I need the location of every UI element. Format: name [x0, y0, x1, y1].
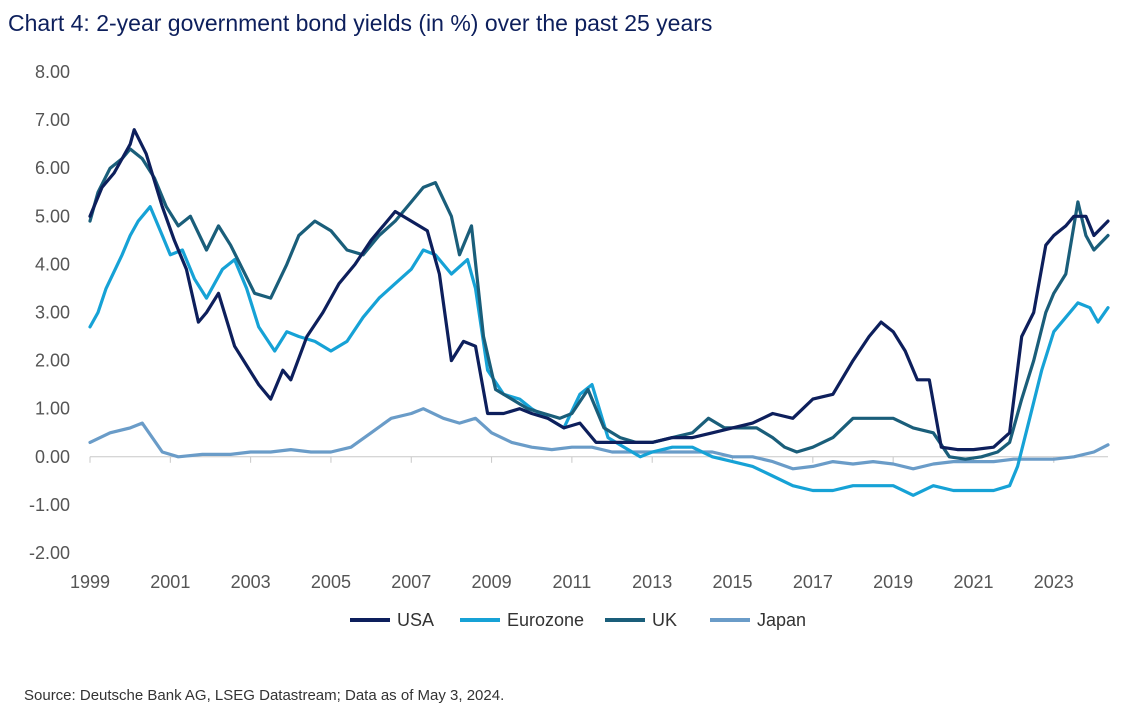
- x-tick-label: 2009: [472, 572, 512, 592]
- y-tick-label: 0.00: [35, 447, 70, 467]
- y-tick-label: -1.00: [29, 495, 70, 515]
- y-tick-label: 5.00: [35, 206, 70, 226]
- y-tick-label: 6.00: [35, 158, 70, 178]
- legend-label: Eurozone: [507, 610, 584, 630]
- x-tick-label: 2005: [311, 572, 351, 592]
- y-tick-label: 3.00: [35, 303, 70, 323]
- x-tick-label: 2021: [953, 572, 993, 592]
- series-line-uk: [88, 147, 1110, 461]
- legend-label: UK: [652, 610, 677, 630]
- legend-label: USA: [397, 610, 434, 630]
- x-tick-label: 1999: [70, 572, 110, 592]
- y-axis: 8.00 7.00 6.00 5.00 4.00 3.00 2.00 1.00 0.00 -1.0…: [29, 62, 70, 563]
- y-tick-label: 1.00: [35, 399, 70, 419]
- x-tick-label: 2001: [150, 572, 190, 592]
- x-tick-label: 2013: [632, 572, 672, 592]
- y-tick-label: 7.00: [35, 110, 70, 130]
- x-tick-label: 2011: [553, 572, 592, 592]
- series-layer: [88, 128, 1110, 497]
- y-tick-label: 8.00: [35, 62, 70, 82]
- x-axis: 1999 2001 2003 2005 2007 2009 2011 2013 2015 2017…: [70, 456, 1108, 592]
- x-tick-label: 2023: [1034, 572, 1074, 592]
- x-tick-label: 2007: [391, 572, 431, 592]
- x-tick-label: 2017: [793, 572, 833, 592]
- series-line-japan: [88, 407, 1110, 471]
- y-tick-label: -2.00: [29, 543, 70, 563]
- source-note: Source: Deutsche Bank AG, LSEG Datastrea…: [24, 687, 505, 704]
- y-tick-label: 4.00: [35, 254, 70, 274]
- legend-label: Japan: [757, 610, 806, 630]
- y-tick-label: 2.00: [35, 351, 70, 371]
- chart-title: Chart 4: 2-year government bond yields (…: [8, 10, 713, 36]
- x-tick-label: 2019: [873, 572, 913, 592]
- x-tick-label: 2015: [713, 572, 753, 592]
- series-line-usa: [88, 128, 1110, 452]
- x-tick-label: 2003: [231, 572, 271, 592]
- legend: USA Eurozone UK Japan: [350, 610, 806, 630]
